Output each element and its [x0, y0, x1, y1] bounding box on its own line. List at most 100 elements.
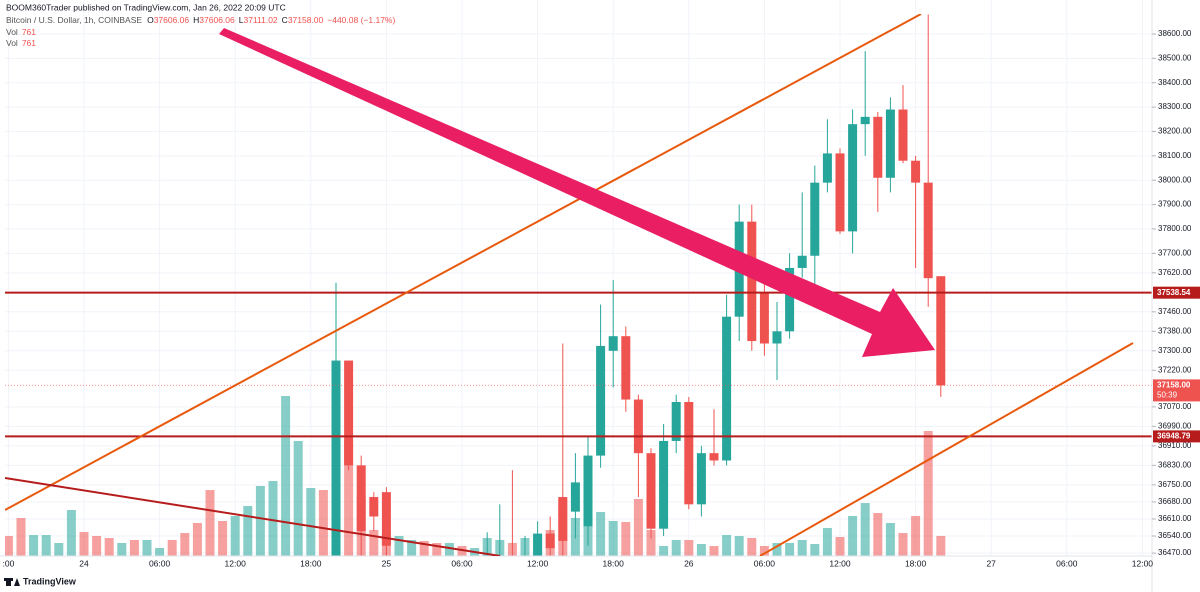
- y-tick-label: 36680.00: [1158, 497, 1192, 506]
- trend-line: [5, 477, 501, 556]
- candle-body: [936, 276, 946, 386]
- volume-key: Vol: [6, 38, 18, 48]
- volume-value: 761: [22, 38, 36, 48]
- candle-body: [331, 360, 341, 556]
- y-tick-label: 36990.00: [1158, 421, 1192, 430]
- last-price-label: 37158.00: [1157, 381, 1191, 390]
- x-tick-label: 26: [684, 558, 694, 568]
- y-tick-label: 36750.00: [1158, 480, 1192, 489]
- y-tick-label: 37700.00: [1158, 248, 1192, 257]
- volume-bar: [293, 441, 303, 556]
- candle-body: [885, 109, 895, 178]
- logo-part: [4, 578, 13, 581]
- volume-bar: [747, 538, 757, 556]
- candle-body: [898, 109, 908, 161]
- brand: TradingView: [23, 576, 77, 586]
- volume-bar: [671, 540, 681, 556]
- candle-body: [785, 267, 795, 332]
- price-label-box: [1153, 286, 1200, 299]
- last-price-box: [1153, 379, 1200, 402]
- volume-bar: [129, 540, 139, 556]
- x-tick-label: 12:00: [1132, 558, 1154, 568]
- volume-bar: [54, 543, 64, 556]
- volume-bar: [79, 532, 89, 556]
- volume-bar: [659, 546, 669, 556]
- y-tick-label: 37800.00: [1158, 224, 1192, 233]
- volume-bar: [306, 488, 316, 556]
- candle-body: [873, 116, 883, 178]
- volume-bar: [218, 521, 228, 556]
- x-tick-label: 06:00: [1056, 558, 1078, 568]
- volume-bar: [41, 535, 51, 556]
- x-tick-label: 25: [382, 558, 392, 568]
- candle-body: [797, 255, 807, 268]
- candle-body: [659, 440, 669, 529]
- candle-body: [696, 453, 706, 505]
- volume-bar: [709, 546, 719, 556]
- volume-bar: [633, 499, 643, 556]
- y-tick-label: 36470.00: [1158, 548, 1192, 557]
- y-tick-label: 36830.00: [1158, 460, 1192, 469]
- volume-bar: [281, 396, 291, 556]
- candle-body: [835, 153, 845, 232]
- x-tick-label: 12:00: [527, 558, 549, 568]
- volume-bar: [596, 512, 606, 556]
- y-tick-label: 38400.00: [1158, 78, 1192, 87]
- ohlc-value: 37111.02: [243, 15, 277, 25]
- candle-body: [772, 331, 782, 344]
- volume-bar: [255, 486, 265, 556]
- countdown: 50:39: [1157, 391, 1178, 400]
- volume-bar: [759, 546, 769, 556]
- volume-bar: [848, 516, 858, 556]
- candle-body: [923, 182, 933, 279]
- volume-key: Vol: [6, 27, 18, 37]
- volume-bar: [66, 510, 76, 556]
- candle-body: [369, 497, 379, 517]
- volume-bar: [860, 503, 870, 556]
- ohlc-value: 37606.06: [154, 15, 190, 25]
- y-tick-label: 38500.00: [1158, 53, 1192, 62]
- drawings: [5, 14, 1134, 556]
- y-tick-label: 37070.00: [1158, 402, 1192, 411]
- candle-body: [633, 399, 643, 454]
- y-tick-label: 38100.00: [1158, 151, 1192, 160]
- volume-bar: [923, 431, 933, 556]
- volume-bar: [117, 543, 127, 556]
- brand-logo: [4, 578, 20, 586]
- x-tick-label: :00: [2, 558, 14, 568]
- candle-body: [344, 360, 354, 466]
- volume-bar: [205, 490, 215, 556]
- price-lines: [5, 291, 1152, 438]
- volume-bar: [92, 536, 102, 556]
- volume-bar: [822, 528, 832, 556]
- volume-bar: [696, 544, 706, 556]
- volume-bar: [911, 516, 921, 556]
- volume-bar: [394, 536, 404, 556]
- x-tick-label: 06:00: [754, 558, 776, 568]
- y-tick-label: 38600.00: [1158, 29, 1192, 38]
- volume-bar: [268, 481, 278, 556]
- candle-body: [533, 533, 543, 556]
- ohlc-key: H: [193, 15, 199, 25]
- published-note: BOOM360Trader published on TradingView.c…: [6, 2, 286, 12]
- x-tick-label: 18:00: [300, 558, 322, 568]
- candle-body: [608, 336, 618, 351]
- volume-bar: [772, 543, 782, 556]
- volume-bar: [432, 543, 442, 556]
- y-tick-label: 37900.00: [1158, 200, 1192, 209]
- logo-part: [6, 578, 11, 586]
- volume-bar: [785, 543, 795, 556]
- candle-body: [596, 345, 606, 456]
- y-tick-label: 37380.00: [1158, 326, 1192, 335]
- volume-bar: [155, 548, 165, 556]
- y-tick-label: 37460.00: [1158, 307, 1192, 316]
- volume-bar: [167, 540, 177, 556]
- candle-body: [747, 221, 757, 342]
- volume-bar: [722, 535, 732, 556]
- y-tick-label: 38200.00: [1158, 127, 1192, 136]
- volume-legend: Vol 761: [6, 27, 36, 37]
- y-tick-label: 37220.00: [1158, 365, 1192, 374]
- volume-bar: [230, 516, 240, 556]
